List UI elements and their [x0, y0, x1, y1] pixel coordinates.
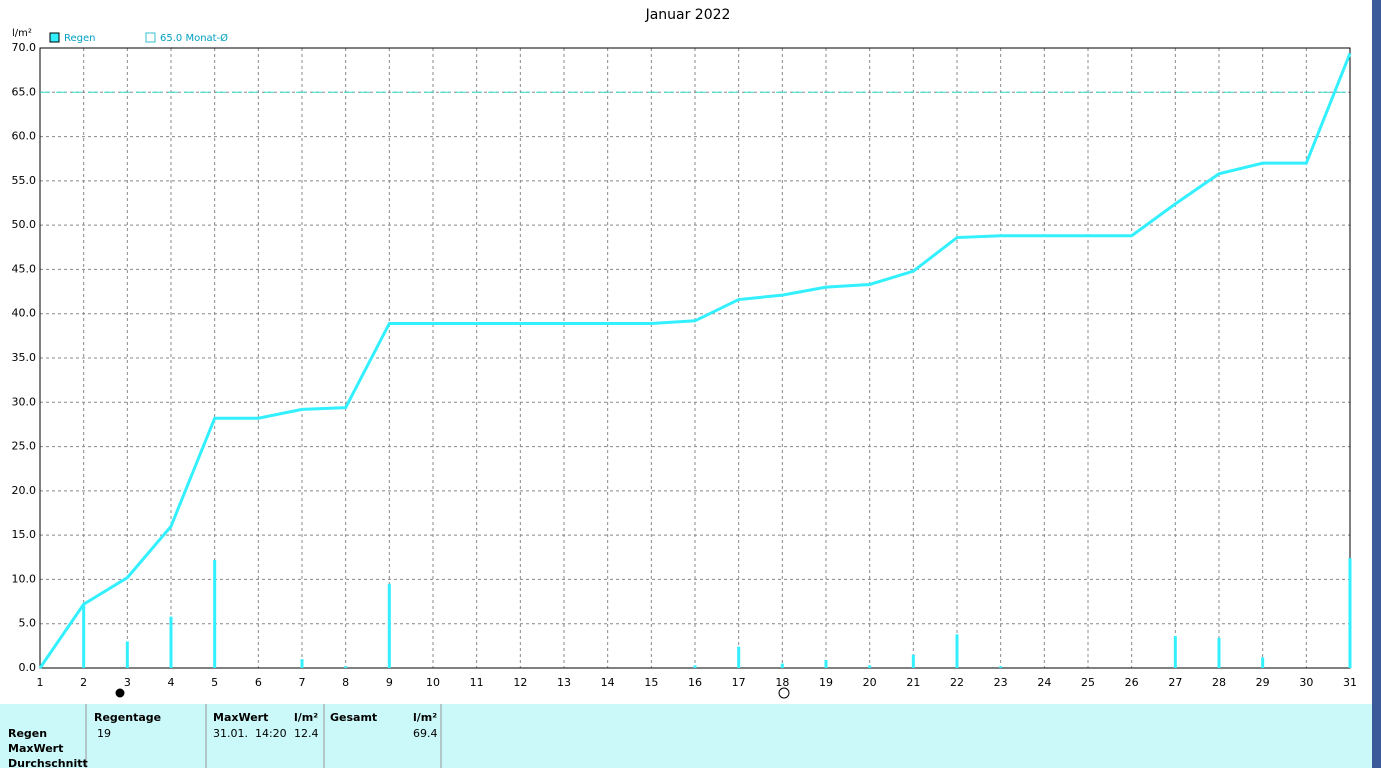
legend-swatch: [145, 32, 156, 43]
y-tick-label: 5.0: [19, 617, 37, 630]
x-tick-label: 4: [168, 676, 175, 689]
x-tick-label: 31: [1343, 676, 1357, 689]
col-header: MaxWert: [213, 711, 268, 724]
y-tick-label: 40.0: [12, 307, 37, 320]
y-tick-label: 50.0: [12, 218, 37, 231]
y-tick-label: 35.0: [12, 351, 37, 364]
bar: [387, 583, 391, 668]
y-unit: l/m²: [12, 28, 32, 39]
x-tick-label: 7: [299, 676, 306, 689]
x-tick-label: 25: [1081, 676, 1095, 689]
x-tick-label: 21: [906, 676, 920, 689]
cell: 12.4: [294, 727, 319, 740]
x-tick-label: 5: [211, 676, 218, 689]
y-tick-label: 10.0: [12, 572, 37, 585]
x-tick-label: 8: [342, 676, 349, 689]
x-tick-label: 30: [1299, 676, 1313, 689]
bar: [300, 659, 304, 668]
x-tick-label: 22: [950, 676, 964, 689]
chart-title: Januar 2022: [645, 7, 731, 23]
bar: [824, 660, 828, 668]
bar: [1348, 558, 1352, 668]
bar: [1217, 637, 1221, 668]
bar: [125, 641, 129, 668]
moon-icon: [115, 688, 125, 698]
bar: [213, 559, 217, 668]
bar: [693, 665, 697, 668]
y-tick-label: 30.0: [12, 395, 37, 408]
x-tick-label: 16: [688, 676, 702, 689]
moon-icon: [778, 687, 790, 699]
x-tick-label: 28: [1212, 676, 1226, 689]
background: [0, 0, 1372, 704]
cell: 31.01. 14:20: [213, 727, 287, 740]
x-tick-label: 14: [601, 676, 615, 689]
x-tick-label: 17: [732, 676, 746, 689]
legend-label: 65.0 Monat-Ø: [160, 32, 228, 44]
x-tick-label: 24: [1037, 676, 1051, 689]
y-tick-label: 60.0: [12, 130, 37, 143]
bar: [999, 666, 1003, 668]
row-label: MaxWert: [8, 742, 63, 755]
x-tick-label: 29: [1256, 676, 1270, 689]
x-tick-label: 9: [386, 676, 393, 689]
bar: [169, 616, 173, 668]
cumulative-line: [38, 52, 1352, 669]
x-tick-label: 10: [426, 676, 440, 689]
bar: [780, 663, 784, 668]
x-tick-label: 6: [255, 676, 262, 689]
row-label: Durchschnitt: [8, 757, 88, 768]
col-header: Regentage: [94, 711, 161, 724]
window-edge: [1372, 0, 1381, 768]
bar: [1261, 657, 1265, 668]
x-tick-label: 3: [124, 676, 131, 689]
y-tick-label: 45.0: [12, 262, 37, 275]
legend-label: Regen: [64, 33, 96, 44]
x-tick-label: 23: [994, 676, 1008, 689]
x-tick-label: 11: [470, 676, 484, 689]
y-tick-label: 65.0: [12, 85, 37, 98]
x-tick-label: 20: [863, 676, 877, 689]
x-tick-label: 26: [1125, 676, 1139, 689]
col-unit: l/m²: [294, 711, 318, 724]
bar: [955, 634, 959, 668]
y-tick-label: 55.0: [12, 174, 37, 187]
cell: 69.4: [413, 727, 438, 740]
x-tick-label: 1: [37, 676, 44, 689]
bar: [344, 666, 348, 668]
x-tick-label: 18: [775, 676, 789, 689]
y-tick-label: 70.0: [12, 41, 37, 54]
y-tick-label: 25.0: [12, 440, 37, 453]
legend-swatch: [49, 32, 60, 43]
x-tick-label: 27: [1168, 676, 1182, 689]
x-tick-label: 13: [557, 676, 571, 689]
cell: 19: [97, 727, 111, 740]
x-tick-label: 15: [644, 676, 658, 689]
x-tick-label: 2: [80, 676, 87, 689]
bar: [911, 654, 915, 668]
bar: [737, 646, 741, 668]
y-tick-label: 15.0: [12, 528, 37, 541]
bar: [1173, 636, 1177, 668]
bar: [82, 604, 86, 668]
col-header: Gesamt: [330, 711, 377, 724]
col-unit: l/m²: [413, 711, 437, 724]
row-label: Regen: [8, 727, 47, 740]
x-tick-label: 19: [819, 676, 833, 689]
bar: [868, 665, 872, 668]
stats-panel: [0, 704, 1372, 768]
y-tick-label: 20.0: [12, 484, 37, 497]
y-tick-label: 0.0: [19, 661, 37, 674]
x-tick-label: 12: [513, 676, 527, 689]
